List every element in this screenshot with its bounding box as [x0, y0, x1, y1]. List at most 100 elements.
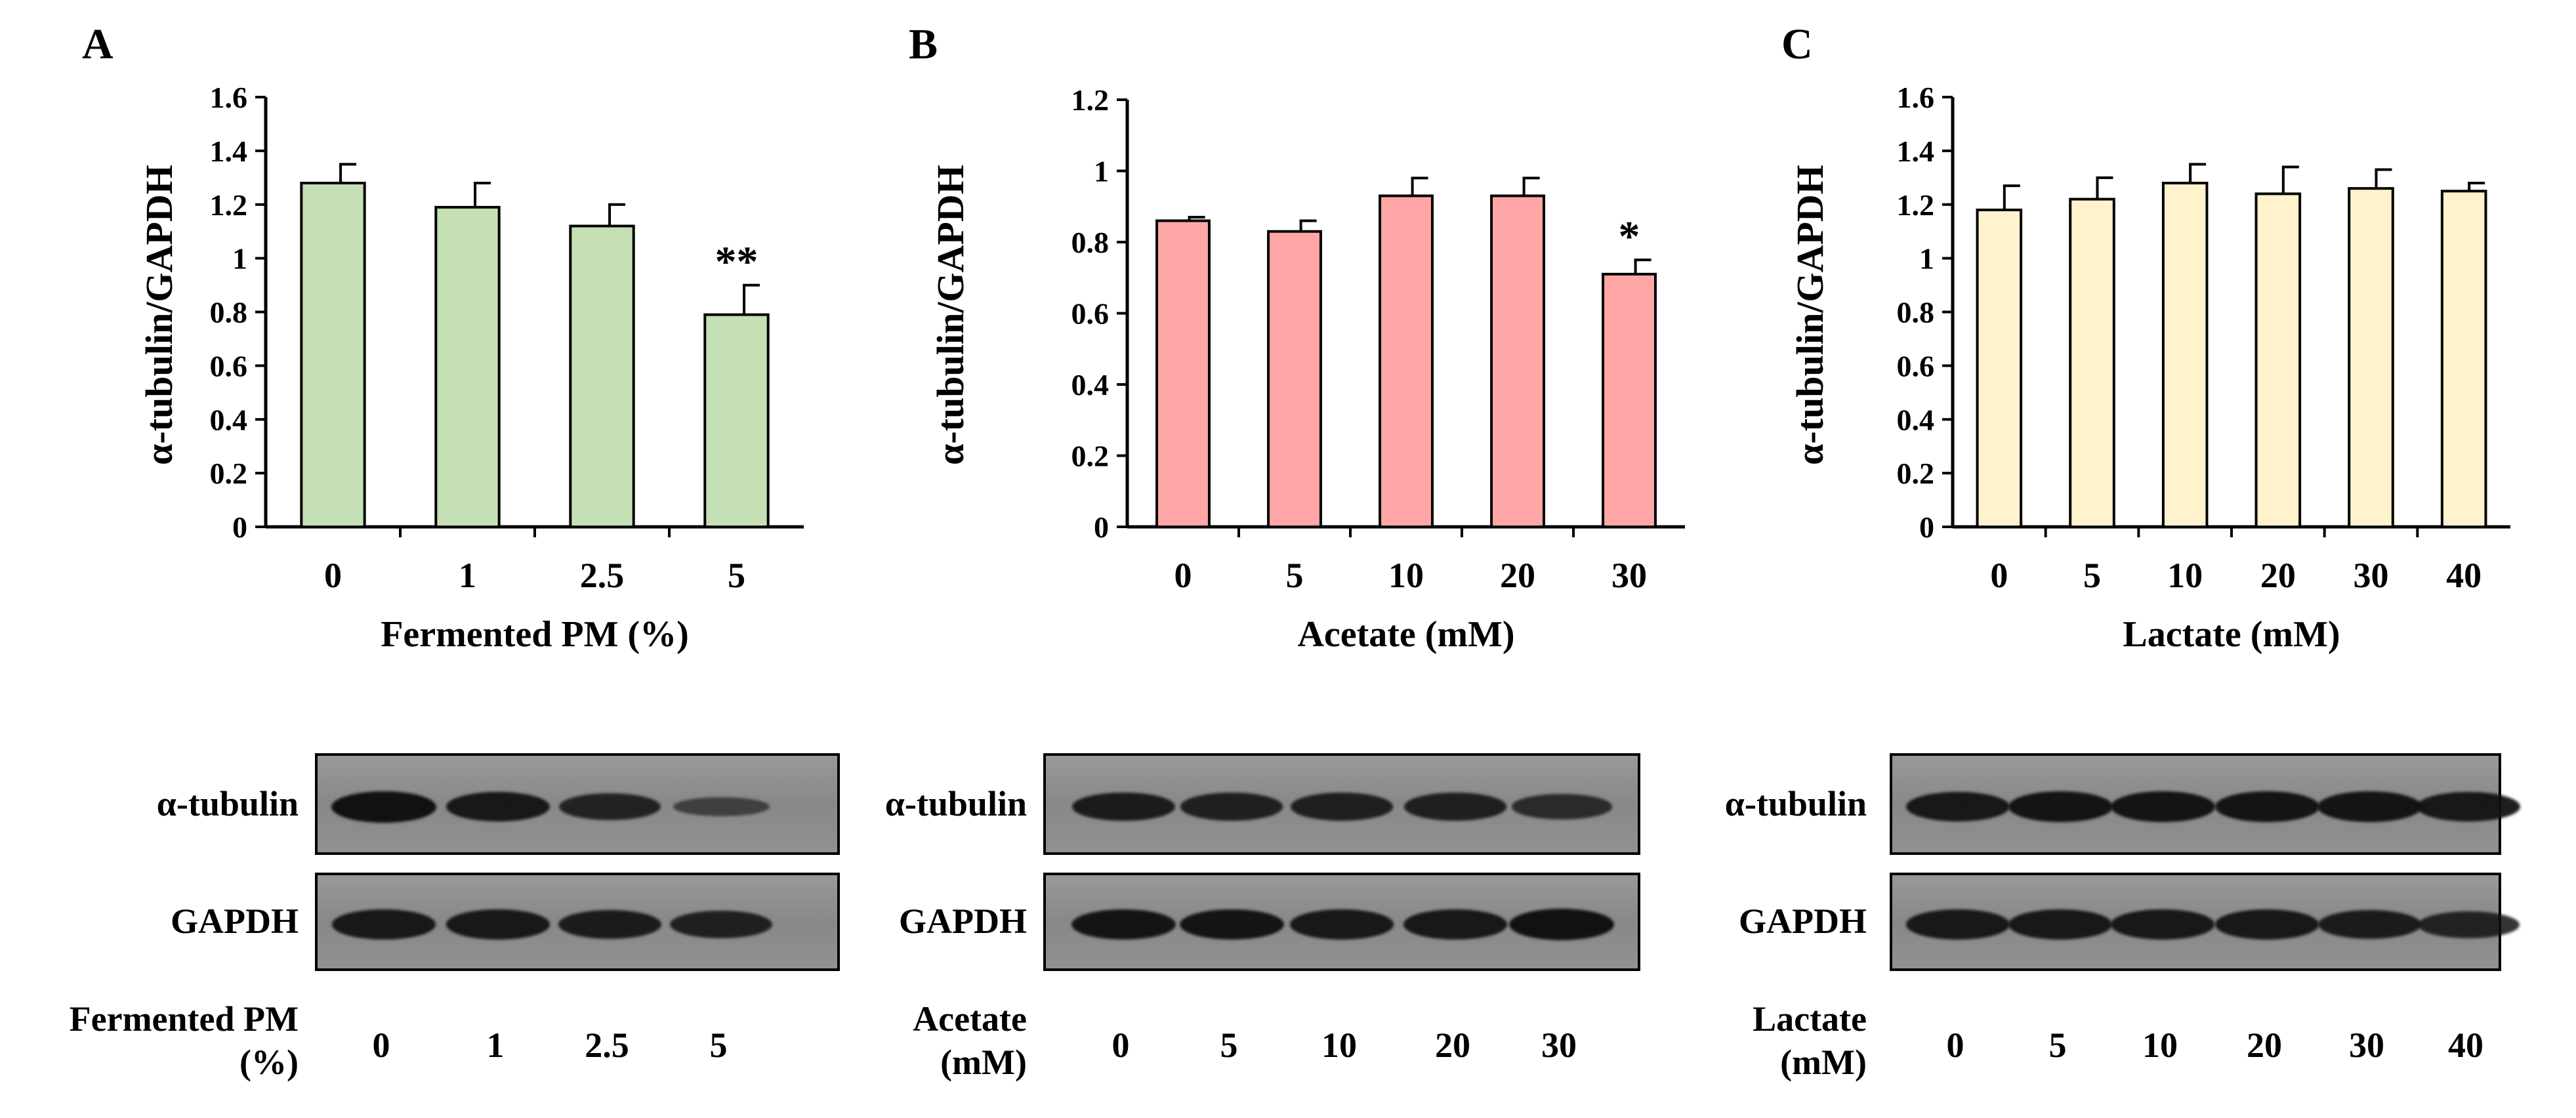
panel-b: B 0 0.2 0.4 0.6 0.8 1 1.2 α-tubulin/GAPDH 0 5 10 20… [853, 0, 1706, 1118]
blot-band [2417, 791, 2520, 822]
bar [703, 313, 770, 528]
y-tick-label: 1 [1094, 155, 1109, 188]
blot-band [2214, 791, 2319, 822]
y-tick-label: 0.4 [210, 403, 248, 436]
y-tick-label: 1.4 [1897, 135, 1935, 168]
bar [434, 205, 501, 528]
blot-band [2110, 791, 2215, 822]
blot-band [1180, 793, 1283, 821]
blot-image-gapdh [1890, 873, 2520, 971]
blot-lane-label: 30 [1541, 1025, 1577, 1065]
blot-band [1404, 793, 1506, 821]
bar-chart-b: 0 0.2 0.4 0.6 0.8 1 1.2 α-tubulin/GAPDH 0 5 10 20 30… [929, 83, 1685, 655]
bar [2254, 192, 2302, 528]
blot-lane-label: 20 [1435, 1025, 1470, 1065]
blot-image-gapdh [315, 873, 840, 971]
bar [1976, 208, 2023, 528]
blot-image-alpha-tubulin [1890, 753, 2520, 855]
y-tick-label: 1.2 [1071, 83, 1110, 117]
y-tick-label: 0.8 [210, 296, 248, 329]
y-axis-label: α-tubulin/GAPDH [1789, 165, 1831, 465]
panel-letter: A [82, 20, 114, 68]
x-axis-label: Fermented PM (%) [381, 614, 689, 655]
significance-label: * [1619, 213, 1640, 260]
blot-condition-name: Acetate [913, 999, 1027, 1039]
y-tick-label: 0 [232, 510, 247, 544]
y-tick-label: 1.6 [210, 81, 248, 114]
bar-chart-a: 0 0.2 0.4 0.6 0.8 1 1.2 1.4 1.6 α-tubulin/GAPDH 0 1… [138, 81, 804, 655]
bar [2069, 197, 2115, 528]
bar [1155, 219, 1211, 528]
x-axis-label: Lactate (mM) [2123, 614, 2340, 655]
blot-band [1071, 909, 1176, 940]
blot-band [1906, 909, 2010, 940]
blot-row-label-gapdh: GAPDH [1739, 901, 1867, 941]
y-tick-label: 0.2 [1897, 457, 1935, 490]
blot-condition-unit: (mM) [940, 1043, 1027, 1082]
bar [300, 182, 366, 528]
bar [569, 224, 635, 528]
blot-band [2111, 909, 2214, 940]
y-tick-label: 0.8 [1897, 296, 1935, 329]
blot-band [1179, 909, 1284, 940]
blot-lane-label: 1 [486, 1025, 505, 1065]
x-tick-label: 2.5 [580, 556, 625, 595]
x-tick-label: 30 [2354, 556, 2389, 595]
blot-row-label-gapdh: GAPDH [899, 901, 1027, 941]
blot-image-alpha-tubulin [315, 753, 840, 855]
blot-condition-label: Acetate (mM) [853, 997, 1027, 1084]
bar [1490, 194, 1545, 528]
blot-lane-label: 5 [709, 1025, 728, 1065]
bar [1267, 230, 1322, 528]
blot-image-alpha-tubulin [1043, 753, 1640, 855]
bar [2348, 187, 2394, 528]
panel-letter: B [909, 20, 938, 68]
x-tick-label: 0 [1174, 556, 1192, 595]
y-tick-label: 0.4 [1897, 403, 1935, 436]
blot-band [2008, 909, 2112, 940]
x-tick-label: 20 [1500, 556, 1535, 595]
y-tick-label: 1.2 [210, 188, 248, 222]
y-tick-label: 0.8 [1071, 226, 1110, 259]
blot-lane-label: 5 [2048, 1025, 2067, 1065]
blot-condition-unit: (mM) [1780, 1043, 1867, 1082]
bar [1602, 272, 1657, 528]
blot-lane-label: 0 [372, 1025, 390, 1065]
y-tick-label: 0 [1919, 510, 1934, 544]
y-tick-label: 0.2 [1071, 440, 1110, 473]
blot-lane-label: 0 [1111, 1025, 1130, 1065]
blot-lane-label: 40 [2448, 1025, 2483, 1065]
y-axis-label: α-tubulin/GAPDH [929, 165, 972, 465]
y-tick-label: 1 [1919, 242, 1934, 276]
blot-condition-label: Lactate (mM) [1706, 997, 1867, 1084]
blot-band [332, 909, 436, 940]
x-tick-label: 40 [2446, 556, 2482, 595]
blot-lane-label: 0 [1946, 1025, 1964, 1065]
blot-band [1509, 909, 1614, 940]
y-tick-label: 1 [232, 242, 247, 276]
panel-c: C 0 0.2 0.4 0.6 0.8 1 1.2 1.4 1.6 α-tubulin/GAPDH… [1706, 0, 2576, 1118]
x-tick-label: 0 [1990, 556, 2008, 595]
blot-band [670, 910, 772, 939]
blot-band [1403, 909, 1507, 940]
blot-row-label-alpha-tubulin: α-tubulin [884, 783, 1027, 823]
blot-band [2417, 911, 2520, 938]
y-tick-label: 0.6 [210, 349, 248, 383]
blot-lane-label: 30 [2349, 1025, 2384, 1065]
bar-chart-c: 0 0.2 0.4 0.6 0.8 1 1.2 1.4 1.6 α-tubulin/GAPDH 0 5… [1789, 81, 2510, 655]
y-tick-label: 1.6 [1897, 81, 1935, 114]
y-tick-label: 0.6 [1071, 297, 1110, 331]
x-axis-label: Acetate (mM) [1297, 614, 1514, 655]
panel-a: A 0 0.2 0.4 0.6 0.8 1 1.2 1.4 1.6 α-tubulin/GAPDH… [0, 0, 853, 1118]
blot-condition-name: Fermented PM [69, 999, 299, 1039]
blot-lane-label: 20 [2247, 1025, 2282, 1065]
blot-band [446, 791, 550, 822]
y-tick-label: 1.2 [1897, 188, 1935, 222]
blot-row-label-gapdh: GAPDH [171, 901, 299, 941]
blot-band [2317, 910, 2421, 939]
y-tick-label: 0.4 [1071, 368, 1110, 402]
blot-band [1291, 793, 1393, 821]
x-tick-label: 5 [2083, 556, 2101, 595]
blot-lane-label: 10 [1321, 1025, 1357, 1065]
y-axis-label: α-tubulin/GAPDH [138, 165, 180, 465]
